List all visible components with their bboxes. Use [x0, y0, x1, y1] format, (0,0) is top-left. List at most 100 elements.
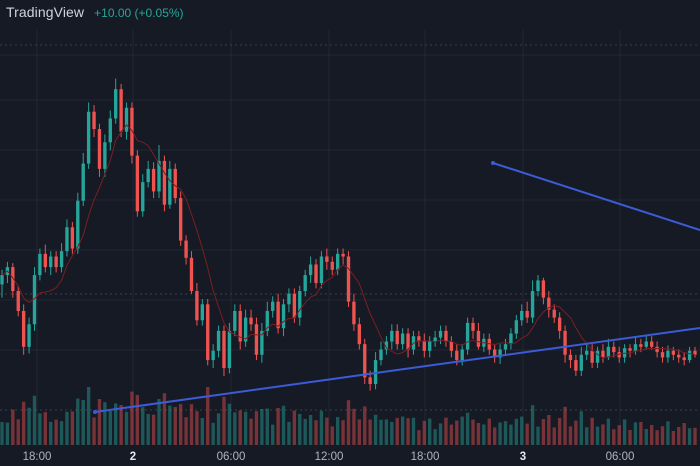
candle-body	[455, 350, 459, 361]
candle-body	[471, 322, 475, 331]
time-axis-label: 3	[520, 451, 526, 463]
volume-bar	[422, 420, 426, 445]
candle-body	[54, 256, 58, 268]
volume-bar	[487, 418, 491, 445]
candle-body	[677, 354, 681, 358]
volume-bar	[428, 418, 432, 445]
volume-bar	[400, 416, 405, 445]
volume-bar	[271, 424, 275, 445]
candle-body	[687, 350, 692, 361]
candle-body	[363, 344, 367, 378]
volume-bar	[249, 418, 253, 445]
volume-bar	[21, 401, 26, 445]
candle-body	[579, 354, 583, 371]
candle-body	[206, 304, 210, 361]
volume-bar	[574, 420, 578, 445]
time-axis-label: 18:00	[23, 451, 52, 463]
volume-bar	[341, 420, 345, 445]
time-axis-label: 06:00	[217, 451, 246, 463]
tradingview-logo: TradingView	[6, 4, 85, 20]
volume-bar	[606, 418, 611, 445]
chart-header: TradingView +10.00 (+0.05%)	[6, 4, 184, 22]
candle-body	[81, 163, 85, 201]
volume-bar	[520, 416, 524, 445]
candle-body	[509, 333, 513, 345]
volume-bar	[184, 417, 188, 445]
candle-body	[606, 346, 611, 358]
candle-body	[547, 297, 551, 310]
volume-bar	[314, 420, 318, 445]
volume-bar	[687, 428, 692, 445]
candle-body	[49, 256, 53, 268]
volume-bar	[373, 414, 378, 445]
volume-bar	[644, 429, 648, 445]
volume-bar	[335, 417, 340, 445]
volume-bar	[65, 411, 69, 445]
candle-body	[460, 349, 464, 361]
candle-body	[38, 253, 42, 276]
candle-body	[346, 256, 351, 302]
candle-body	[249, 317, 253, 325]
candle-body	[465, 322, 470, 350]
candle-body	[444, 330, 448, 342]
volume-bar	[352, 408, 356, 445]
candle-body	[590, 350, 594, 363]
volume-bar	[433, 429, 437, 445]
volume-bar	[536, 426, 540, 445]
candle-body	[32, 275, 37, 325]
candle-body	[660, 352, 665, 358]
candle-body	[601, 350, 605, 358]
candle-body	[157, 160, 161, 192]
volume-bar	[0, 422, 4, 445]
candle-body	[178, 198, 183, 241]
candle-body	[682, 357, 686, 361]
volume-bar	[32, 395, 37, 445]
candle-body	[76, 200, 80, 249]
volume-bar	[612, 429, 616, 445]
candle-body	[260, 330, 264, 355]
volume-bar	[319, 410, 324, 445]
candle-body	[655, 346, 659, 353]
volume-bar	[189, 404, 194, 445]
volume-bar	[222, 396, 226, 445]
candle-body	[0, 275, 4, 285]
candle-body	[92, 111, 96, 130]
volume-bar	[677, 427, 681, 445]
volume-bar	[49, 421, 53, 445]
candle-body	[276, 301, 280, 329]
volume-bar	[325, 417, 329, 445]
candle-body	[449, 341, 454, 351]
volume-bar	[622, 419, 627, 445]
candle-body	[666, 350, 670, 358]
volume-bar	[81, 400, 85, 445]
candle-body	[428, 341, 432, 351]
volume-bar	[70, 411, 75, 445]
trendline-anchor	[491, 161, 495, 165]
candle-body	[43, 253, 47, 268]
candle-body	[395, 330, 399, 345]
candle-body	[135, 155, 140, 212]
candle-body	[222, 330, 226, 369]
volume-bar	[666, 421, 670, 445]
volume-bar	[417, 430, 421, 445]
volume-bar	[86, 387, 91, 445]
volume-bar	[503, 421, 508, 445]
volume-bar	[368, 419, 372, 445]
candle-body	[319, 256, 324, 284]
candle-body	[493, 349, 497, 358]
candle-body	[27, 324, 31, 347]
time-axis-label: 18:00	[411, 451, 440, 463]
candle-body	[21, 310, 26, 347]
candle-body	[254, 324, 259, 355]
candle-body	[292, 293, 297, 318]
volume-bar	[260, 409, 264, 445]
volume-bar	[449, 424, 454, 445]
candle-body	[308, 264, 313, 276]
candle-body	[422, 341, 426, 351]
volume-bar	[628, 430, 632, 445]
volume-bar	[216, 413, 221, 445]
candle-body	[341, 253, 345, 257]
volume-bar	[601, 424, 605, 445]
